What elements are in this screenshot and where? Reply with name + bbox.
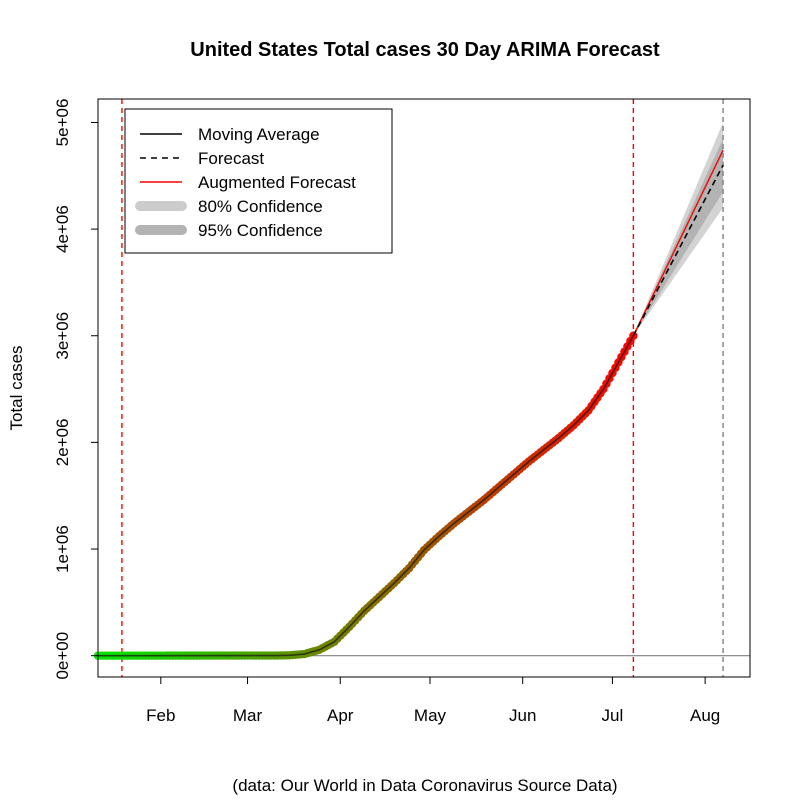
x-tick-label: Jun [509,706,536,725]
y-tick-label: 5e+06 [53,99,72,147]
data-series [93,149,724,660]
legend-item: Forecast [140,149,264,168]
legend-item: 95% Confidence [135,221,323,240]
legend-label: Augmented Forecast [198,173,356,192]
legend-item: 80% Confidence [135,197,323,216]
legend-item: Moving Average [140,125,320,144]
legend: Moving Average Forecast Augmented Forecast… [124,108,393,254]
augmented-forecast-line [632,149,724,337]
confidence-bands [633,122,724,336]
x-tick-label: May [414,706,447,725]
y-tick-label: 2e+06 [53,419,72,467]
legend-label: 95% Confidence [198,221,323,240]
legend-label: Forecast [198,149,264,168]
moving-average-series [93,331,638,660]
confidence-95-band [633,122,724,336]
y-axis: 0e+00 1e+06 2e+06 3e+06 4e+06 5e+06 [53,99,98,680]
legend-label: 80% Confidence [198,197,323,216]
forecast-line [632,164,724,337]
y-tick-label: 4e+06 [53,205,72,253]
x-tick-label: Apr [327,706,354,725]
legend-item: Augmented Forecast [140,173,356,192]
chart-title: United States Total cases 30 Day ARIMA F… [190,39,660,61]
confidence-80-band [633,138,724,336]
x-tick-label: Feb [146,706,175,725]
y-tick-label: 1e+06 [53,525,72,573]
legend-label: Moving Average [198,125,320,144]
x-axis: Feb Mar Apr May Jun Jul Aug [146,677,720,725]
x-tick-label: Jul [602,706,624,725]
x-tick-label: Aug [690,706,720,725]
source-caption: (data: Our World in Data Coronavirus Sou… [232,776,617,795]
plot-frame [97,98,751,678]
y-axis-label: Total cases [7,345,26,430]
y-tick-label: 3e+06 [53,312,72,360]
x-tick-label: Mar [233,706,263,725]
y-tick-label: 0e+00 [53,632,72,680]
moving-average-line [97,335,635,657]
plot-area [93,99,750,677]
